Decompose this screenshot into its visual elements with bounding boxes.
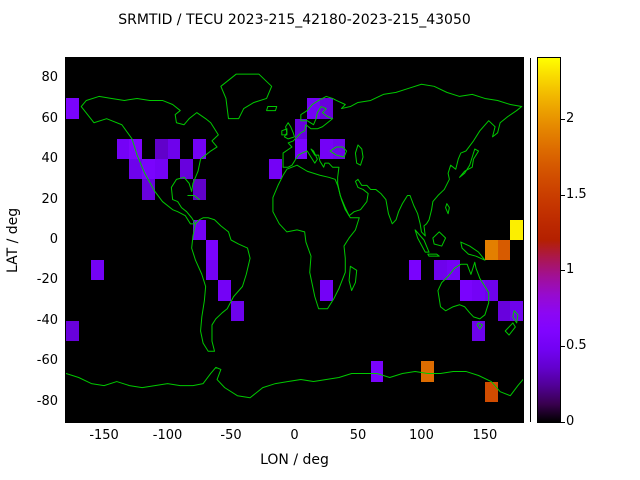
- tec-cell: [446, 260, 460, 281]
- tec-cell: [91, 260, 105, 281]
- y-tick-label: -20: [36, 272, 58, 288]
- tec-cell: [497, 300, 511, 321]
- colorbar-tick-label: 1.5: [566, 186, 587, 202]
- colorbar-tick-mark: [560, 270, 565, 272]
- x-tick-label: -100: [152, 428, 183, 443]
- tec-cell: [218, 280, 232, 301]
- tec-cell: [66, 98, 79, 119]
- colorbar-tick-mark: [560, 346, 565, 348]
- plot-colorbar-divider: [530, 58, 531, 422]
- x-tick-label: 100: [409, 428, 434, 443]
- y-tick-label: 80: [41, 70, 58, 86]
- tec-cell: [319, 280, 333, 301]
- y-tick-label: 20: [41, 191, 58, 207]
- tec-cell: [192, 179, 206, 200]
- tec-cell: [434, 260, 447, 281]
- x-tick-label: 150: [472, 428, 498, 443]
- y-tick-label: 40: [41, 151, 58, 167]
- tec-cell: [192, 138, 206, 160]
- tec-cell: [180, 159, 193, 180]
- tec-cell: [294, 138, 308, 160]
- colorbar-gradient: [537, 57, 561, 423]
- tec-cell: [484, 280, 498, 301]
- tec-cell: [332, 138, 346, 160]
- y-tick-label: -60: [36, 353, 58, 369]
- tec-cell: [142, 159, 155, 180]
- tec-cell: [319, 98, 333, 119]
- tec-cell: [472, 280, 485, 301]
- y-tick-label: -80: [36, 393, 58, 409]
- colorbar-tick-mark: [560, 194, 565, 196]
- tec-cell: [129, 159, 143, 180]
- x-tick-label: 50: [349, 428, 367, 443]
- colorbar-tick-label: 1: [566, 262, 575, 278]
- tec-cell: [154, 138, 168, 160]
- tec-cell: [484, 240, 498, 261]
- colorbar-tick-label: 2: [566, 110, 575, 126]
- x-tick-label: -50: [220, 428, 242, 443]
- tec-cell: [510, 219, 523, 240]
- tec-cell: [154, 159, 168, 180]
- tec-cell: [497, 240, 511, 261]
- y-tick-label: 60: [41, 110, 58, 126]
- map-plot-area: [65, 57, 524, 423]
- colorbar-tick-label: 0: [566, 414, 575, 429]
- colorbar-tick-mark: [560, 118, 565, 120]
- tec-cell: [116, 138, 130, 160]
- x-tick-label: 0: [290, 428, 299, 443]
- tec-cell: [269, 159, 282, 180]
- colorbar-tick-mark: [560, 422, 565, 423]
- x-tick-label: -150: [89, 428, 119, 443]
- tec-cells-layer: [66, 58, 523, 422]
- tec-cell: [205, 240, 219, 261]
- tec-cell: [142, 179, 155, 200]
- tec-cell: [370, 361, 384, 382]
- tec-cell: [307, 98, 320, 119]
- tec-cell: [167, 138, 181, 160]
- tec-cell: [294, 118, 308, 139]
- tec-cell: [192, 219, 206, 240]
- tec-cell: [129, 138, 143, 160]
- chart-title: SRMTID / TECU 2023-215_42180-2023-215_43…: [118, 12, 471, 28]
- y-tick-label: -40: [36, 312, 58, 328]
- tec-cell: [421, 361, 435, 382]
- tec-cell: [510, 300, 523, 321]
- tec-cell: [66, 320, 79, 342]
- x-axis-label: LON / deg: [260, 452, 329, 468]
- tec-cell: [205, 260, 219, 281]
- tec-cell: [484, 381, 498, 402]
- colorbar-tick-label: 0.5: [566, 338, 587, 354]
- tec-cell: [472, 320, 485, 342]
- tec-cell: [408, 260, 422, 281]
- tec-cell: [231, 300, 244, 321]
- y-tick-label: 0: [49, 232, 58, 247]
- tec-cell: [319, 138, 333, 160]
- tec-cell: [459, 280, 473, 301]
